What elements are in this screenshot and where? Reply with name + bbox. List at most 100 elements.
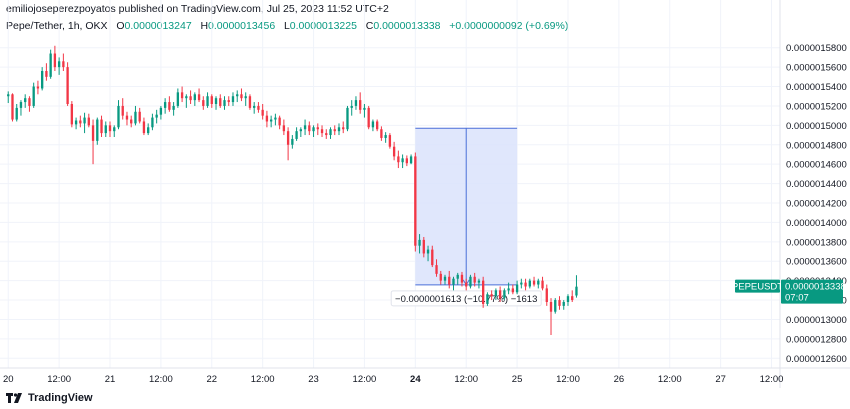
candle-body bbox=[418, 239, 421, 246]
candle-body bbox=[554, 300, 557, 312]
candle-body bbox=[168, 102, 171, 110]
candle-down bbox=[53, 45, 57, 71]
time-tick-label: 21 bbox=[105, 374, 116, 385]
candle-down bbox=[333, 125, 336, 136]
candle-down bbox=[121, 98, 124, 120]
candle-body bbox=[197, 94, 201, 101]
candle-body bbox=[575, 286, 578, 296]
price-tick-label: 0.0000015200 bbox=[786, 101, 847, 112]
tradingview-footer[interactable]: TradingView bbox=[6, 392, 93, 404]
candle-body bbox=[375, 121, 379, 130]
candle-body bbox=[32, 86, 35, 106]
candle-body bbox=[108, 125, 112, 132]
candle-up bbox=[74, 117, 78, 130]
candle-body bbox=[562, 302, 565, 306]
candle-body bbox=[210, 96, 213, 104]
candle-body bbox=[278, 117, 281, 126]
price-tick-label: 0.0000014000 bbox=[786, 218, 847, 229]
candle-body bbox=[320, 129, 324, 134]
candle-up bbox=[515, 280, 519, 295]
candle-body bbox=[350, 105, 353, 108]
time-axis[interactable]: 20 12:00 21 12:00 22 12:00 23 12:00 24 12:00 25 12:… bbox=[0, 367, 850, 385]
candle-body bbox=[448, 276, 451, 285]
candle-down bbox=[197, 88, 201, 103]
candle-body bbox=[566, 296, 570, 302]
symbol-label[interactable]: Pepe/Tether, 1h, OKX bbox=[6, 20, 108, 32]
candle-body bbox=[473, 276, 476, 283]
candle-down bbox=[532, 276, 536, 287]
time-tick-label: 23 bbox=[308, 374, 319, 385]
candle-body bbox=[329, 129, 332, 136]
candle-body bbox=[45, 71, 48, 77]
candle-up bbox=[494, 288, 498, 301]
candle-up bbox=[231, 92, 235, 106]
candle-body bbox=[503, 290, 506, 299]
candle-body bbox=[545, 288, 548, 302]
candle-down bbox=[388, 133, 392, 149]
chart-grid bbox=[0, 0, 780, 368]
candle-up bbox=[104, 121, 107, 137]
candle-up bbox=[295, 127, 298, 141]
price-tag bbox=[781, 279, 843, 304]
candle-body bbox=[507, 288, 510, 291]
price-tick-label: 0.0000013000 bbox=[786, 315, 847, 326]
candle-body bbox=[231, 96, 235, 103]
candle-down bbox=[375, 119, 379, 132]
candle-down bbox=[473, 272, 476, 287]
measure-label: −0.0000001613 (−10.77%) −1613 bbox=[395, 294, 537, 305]
low-label: L bbox=[283, 20, 290, 32]
price-axis[interactable]: 0.0000015800 0.0000015600 0.0000015400 0.00… bbox=[779, 0, 847, 388]
candle-up bbox=[354, 96, 358, 110]
price-tick-label: 0.0000013800 bbox=[786, 237, 847, 248]
candle-body bbox=[511, 288, 515, 293]
candle-up bbox=[151, 113, 154, 131]
candle-body bbox=[439, 273, 442, 281]
candle-body bbox=[138, 111, 141, 122]
candle-down bbox=[498, 286, 502, 302]
candle-down bbox=[278, 115, 281, 130]
candle-down bbox=[100, 115, 103, 137]
high-value: 0.0000013456 bbox=[208, 20, 276, 32]
price-tick-label: 0.0000015600 bbox=[786, 63, 847, 74]
change-value: +0.0000000092 (+0.69%) bbox=[449, 20, 569, 32]
candle-body bbox=[172, 105, 175, 110]
candle-up bbox=[418, 234, 421, 254]
candle-body bbox=[401, 158, 404, 163]
price-tick-label: 0.0000014200 bbox=[786, 199, 847, 210]
candle-down bbox=[62, 53, 65, 71]
time-tick-label: 12:00 bbox=[658, 374, 682, 385]
price-tick-label: 0.0000014800 bbox=[786, 140, 847, 151]
candle-body bbox=[571, 296, 574, 301]
candle-up bbox=[443, 274, 447, 285]
candle-body bbox=[49, 53, 52, 77]
candle-up bbox=[147, 123, 150, 136]
candle-down bbox=[28, 96, 31, 112]
candle-down bbox=[108, 121, 112, 137]
candle-body bbox=[409, 156, 413, 164]
candle-down bbox=[66, 62, 69, 106]
candle-body bbox=[371, 121, 375, 128]
candle-down bbox=[45, 63, 48, 81]
candle-down bbox=[308, 121, 311, 136]
candle-up bbox=[312, 125, 315, 137]
candle-up bbox=[172, 102, 175, 116]
candle-body bbox=[185, 96, 188, 99]
candle-up bbox=[57, 57, 61, 75]
candlestick-series bbox=[7, 45, 578, 335]
candle-up bbox=[236, 90, 239, 103]
candle-body bbox=[308, 125, 311, 132]
candle-up bbox=[299, 127, 302, 137]
candle-body bbox=[490, 294, 493, 297]
price-tick-label: 0.0000012800 bbox=[786, 334, 847, 345]
candle-up bbox=[456, 272, 459, 285]
candle-up bbox=[371, 119, 375, 132]
candle-down bbox=[138, 107, 141, 124]
candle-body bbox=[83, 117, 86, 124]
candle-down bbox=[405, 155, 409, 167]
time-tick-label: 22 bbox=[206, 374, 217, 385]
price-tick-label: 0.0000012600 bbox=[786, 354, 847, 365]
candle-down bbox=[168, 96, 171, 112]
candle-down bbox=[189, 90, 192, 104]
